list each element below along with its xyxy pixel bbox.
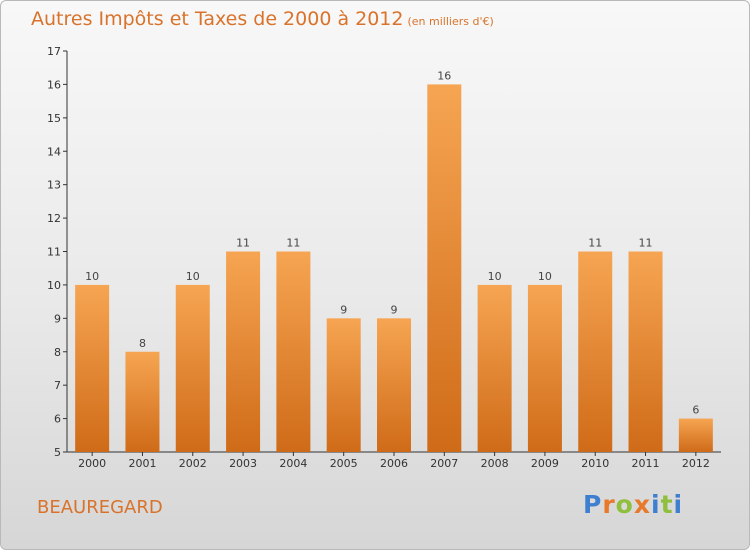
bar [527, 284, 562, 452]
bar [377, 318, 411, 452]
bar [226, 251, 261, 452]
bar [125, 351, 160, 452]
y-tick-label: 5 [54, 446, 61, 459]
chart-unit-label: (en milliers d'€) [407, 15, 494, 28]
bar [678, 418, 713, 452]
bar-value-label: 6 [692, 404, 699, 417]
bar-value-label: 10 [186, 270, 200, 283]
x-tick-label: 2008 [481, 457, 509, 470]
bar [427, 84, 462, 453]
proxiti-logo: Proxiti [583, 490, 683, 519]
bar-value-label: 9 [391, 303, 398, 316]
x-tick-label: 2002 [179, 457, 207, 470]
bar [477, 284, 512, 452]
y-tick-label: 14 [47, 145, 61, 158]
bar-value-label: 11 [588, 237, 602, 250]
bar-value-label: 16 [437, 69, 451, 82]
place-name: BEAUREGARD [37, 497, 163, 518]
bar-value-label: 9 [340, 303, 347, 316]
chart-title-text: Autres Impôts et Taxes de 2000 à 2012 [31, 8, 404, 30]
x-tick-label: 2004 [279, 457, 307, 470]
x-tick-label: 2001 [128, 457, 156, 470]
data-labels: 10 8 10 11 11 9 9 16 10 10 11 11 6 [85, 69, 699, 416]
bar [326, 318, 361, 452]
logo-letter: t [660, 490, 674, 519]
bar [276, 251, 311, 452]
bar [75, 284, 110, 452]
bar [628, 251, 663, 452]
bar-value-label: 11 [639, 237, 653, 250]
x-tick-label: 2003 [229, 457, 257, 470]
bar [175, 284, 210, 452]
logo-letter: o [615, 490, 634, 519]
x-tick-label: 2006 [380, 457, 408, 470]
chart-title: Autres Impôts et Taxes de 2000 à 2012 (en… [31, 8, 494, 30]
logo-letter: r [602, 490, 616, 519]
x-tick-label: 2012 [682, 457, 710, 470]
y-tick-label: 13 [47, 179, 61, 192]
y-tick-label: 11 [47, 246, 61, 259]
y-tick-label: 9 [54, 312, 61, 325]
x-tick-label: 2000 [78, 457, 106, 470]
y-tick-label: 7 [54, 379, 61, 392]
x-tick-label: 2009 [531, 457, 559, 470]
y-tick-label: 17 [47, 45, 61, 58]
y-tick-label: 8 [54, 346, 61, 359]
bar-value-label: 11 [286, 237, 300, 250]
y-tick-label: 12 [47, 212, 61, 225]
logo-letter: x [633, 490, 651, 519]
x-tick-label: 2007 [430, 457, 458, 470]
bar-value-label: 10 [85, 270, 99, 283]
bar [578, 251, 613, 452]
x-tick-label: 2010 [581, 457, 609, 470]
x-tick-label: 2005 [330, 457, 358, 470]
bar-value-label: 11 [236, 237, 250, 250]
x-tick-label: 2011 [632, 457, 660, 470]
y-tick-label: 6 [54, 413, 61, 426]
bar-value-label: 8 [139, 337, 146, 350]
y-tick-label: 16 [47, 78, 61, 91]
y-tick-label: 15 [47, 112, 61, 125]
logo-letter: i [651, 490, 661, 519]
bar-value-label: 10 [488, 270, 502, 283]
bars [75, 84, 713, 453]
logo-letter: P [583, 490, 603, 519]
logo-letter: i [673, 490, 684, 519]
y-tick-label: 10 [47, 279, 61, 292]
bar-value-label: 10 [538, 270, 552, 283]
